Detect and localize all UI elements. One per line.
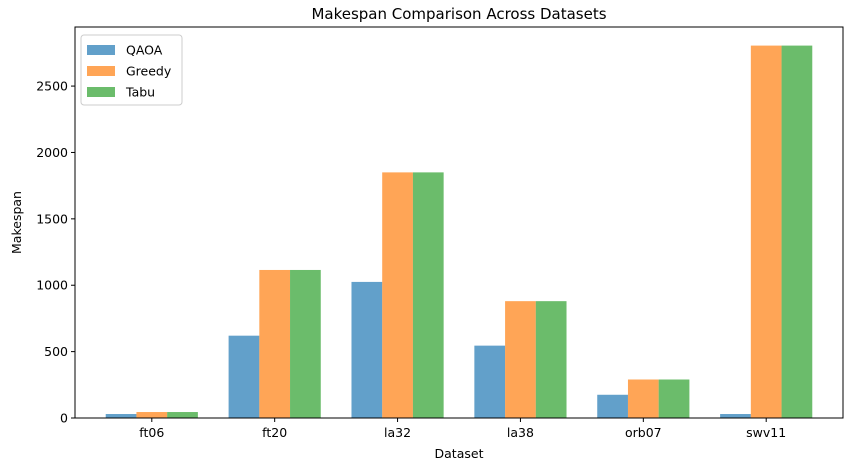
legend-label-tabu: Tabu <box>125 85 155 100</box>
bar-qaoa-ft20 <box>228 335 260 418</box>
bar-qaoa-swv11 <box>720 414 751 418</box>
bar-qaoa-la38 <box>474 345 506 418</box>
bar-qaoa-la32 <box>351 281 383 418</box>
bar-greedy-swv11 <box>750 45 782 419</box>
y-tick-label: 1000 <box>36 278 68 293</box>
chart-title: Makespan Comparison Across Datasets <box>311 5 606 23</box>
x-tick-label: ft06 <box>139 425 164 440</box>
legend-swatch-qaoa <box>87 45 115 55</box>
y-axis-label: Makespan <box>9 191 24 254</box>
x-tick-label: ft20 <box>262 425 287 440</box>
bar-greedy-ft06 <box>136 412 168 418</box>
bar-greedy-ft20 <box>259 269 291 418</box>
bar-qaoa-ft06 <box>105 414 137 418</box>
x-axis-label: Dataset <box>435 446 484 461</box>
x-axis: ft06 ft20 la32 la38 orb07 swv11 <box>139 418 786 440</box>
bar-greedy-la32 <box>382 172 413 418</box>
bar-tabu-orb07 <box>658 379 690 418</box>
legend-swatch-tabu <box>87 87 115 97</box>
legend-swatch-greedy <box>87 66 115 76</box>
bar-tabu-swv11 <box>781 45 813 419</box>
x-tick-label: la38 <box>507 425 534 440</box>
bar-tabu-la32 <box>412 172 444 418</box>
plot-frame <box>74 26 844 419</box>
legend-label-greedy: Greedy <box>126 64 172 79</box>
bar-tabu-la38 <box>535 301 567 418</box>
y-tick-label: 2500 <box>36 79 68 94</box>
bar-greedy-orb07 <box>627 379 659 418</box>
legend-label-qaoa: QAOA <box>126 43 163 58</box>
y-tick-label: 1500 <box>36 211 68 226</box>
x-tick-label: swv11 <box>746 425 786 440</box>
legend: QAOA Greedy Tabu <box>80 34 183 106</box>
bar-qaoa-orb07 <box>597 394 628 418</box>
y-tick-label: 2000 <box>36 145 68 160</box>
y-axis: 0 500 1000 1500 2000 2500 <box>36 79 75 426</box>
bar-greedy-la38 <box>505 301 536 418</box>
y-tick-label: 0 <box>60 411 68 426</box>
x-tick-label: la32 <box>384 425 411 440</box>
bar-tabu-ft20 <box>290 269 321 418</box>
x-tick-label: orb07 <box>625 425 662 440</box>
y-tick-label: 500 <box>44 344 68 359</box>
bars-layer <box>105 45 813 419</box>
bar-tabu-ft06 <box>167 412 198 418</box>
